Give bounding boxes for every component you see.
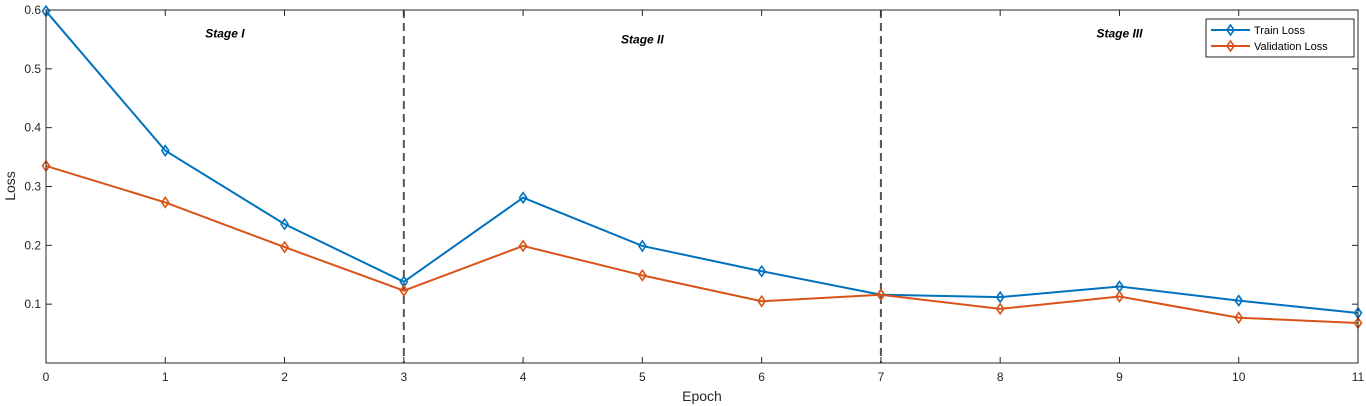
plot-background (46, 10, 1358, 363)
x-tick-label: 4 (520, 370, 527, 384)
data-point-marker (995, 302, 1005, 316)
legend-label: Validation Loss (1254, 41, 1328, 53)
x-axis-title: Epoch (682, 388, 722, 404)
x-tick-label: 8 (997, 370, 1004, 384)
x-tick-label: 6 (758, 370, 765, 384)
x-tick-label: 3 (400, 370, 407, 384)
x-tick-label: 0 (43, 370, 50, 384)
x-tick-label: 1 (162, 370, 169, 384)
data-point-marker (160, 195, 170, 209)
axes: 0 1 2 3 4 5 6 7 8 9 10 11 0.1 0.2 0.3 0.4 0.5 0.6 (24, 3, 1364, 384)
data-point-marker (160, 144, 170, 158)
data-point-marker (757, 264, 767, 278)
data-point-marker (280, 240, 290, 254)
x-tick-label: 2 (281, 370, 288, 384)
series-layer (41, 4, 1363, 330)
data-point-marker (518, 239, 528, 253)
x-tick-label: 9 (1116, 370, 1123, 384)
x-tick-label: 5 (639, 370, 646, 384)
y-tick-label: 0.6 (24, 3, 41, 17)
data-point-marker (995, 290, 1005, 304)
legend-marker (1226, 39, 1235, 53)
stage-label: Stage I (205, 27, 245, 41)
data-point-marker (1234, 311, 1244, 325)
data-point-marker (876, 288, 886, 302)
stage-labels: Stage I Stage II Stage III (205, 27, 1143, 47)
x-tick-label: 11 (1352, 370, 1365, 384)
data-point-marker (399, 284, 409, 298)
data-point-marker (1234, 294, 1244, 308)
y-tick-label: 0.5 (24, 62, 41, 76)
y-tick-label: 0.3 (24, 180, 41, 194)
stage-label: Stage II (621, 32, 664, 46)
data-point-marker (757, 294, 767, 308)
x-tick-label: 10 (1232, 370, 1246, 384)
x-tick-label: 7 (878, 370, 885, 384)
legend-label: Train Loss (1254, 25, 1305, 37)
stage-label: Stage III (1096, 27, 1143, 41)
y-tick-label: 0.4 (24, 121, 41, 135)
legend: Train Loss Validation Loss (1205, 18, 1355, 58)
stage-boundaries (402, 10, 882, 363)
data-point-marker (637, 268, 647, 282)
data-point-marker (280, 217, 290, 231)
series-line (45, 10, 1359, 314)
series-1 (41, 159, 1363, 330)
legend-marker (1226, 23, 1235, 37)
series-line (45, 164, 1359, 324)
data-point-marker (637, 239, 647, 253)
y-tick-label: 0.2 (24, 238, 41, 252)
y-tick-label: 0.1 (24, 297, 41, 311)
y-axis-title: Loss (2, 171, 18, 201)
data-point-marker (1114, 290, 1124, 303)
data-point-marker (518, 191, 528, 205)
